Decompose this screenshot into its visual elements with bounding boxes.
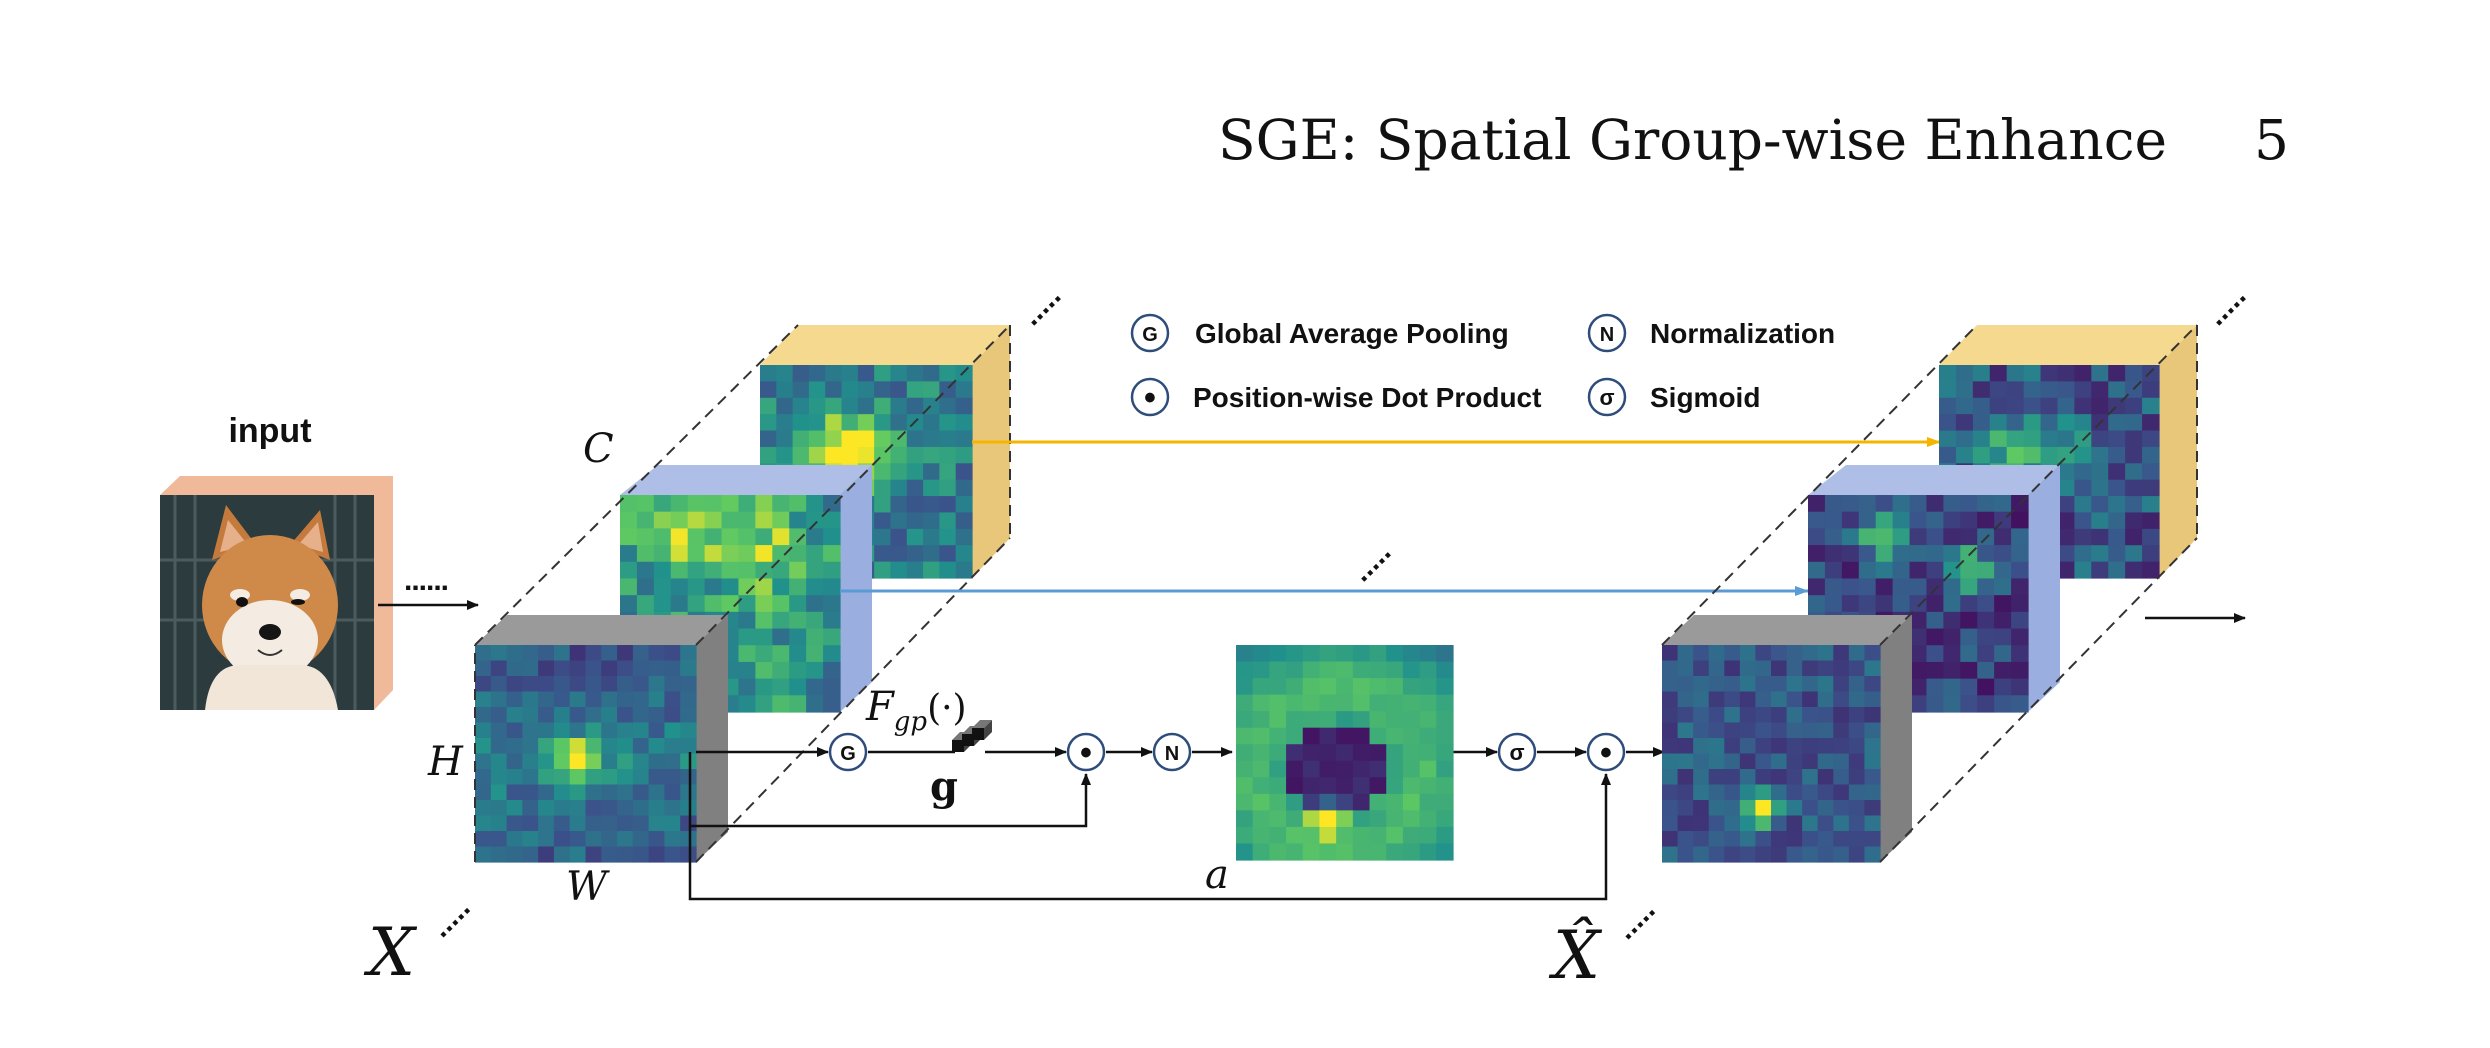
legend-symbol-n: N: [1600, 324, 1614, 346]
dog-illustration: [160, 495, 374, 710]
mid-group-side: [840, 465, 872, 712]
back-group-top: [760, 325, 1010, 365]
attention-map: [1236, 645, 1454, 861]
front-group-top: [475, 615, 728, 645]
back-group-side: [972, 325, 1010, 578]
out-top-right-ellipsis: .....: [2199, 279, 2252, 332]
mid-group-top: [620, 465, 872, 495]
svg-text:•: •: [1600, 734, 1612, 772]
output-tensor-symbol: X̂: [1548, 917, 1603, 994]
pooled-vector-cubes: [952, 720, 992, 752]
top-right-ellipsis: .....: [1014, 279, 1067, 332]
dim-h-label: H: [427, 739, 464, 785]
legend-label-dot: Position-wise Dot Product: [1193, 382, 1541, 413]
input-feature-tensor: ..... C H W X .....: [363, 279, 1067, 991]
legend-symbol-dot: •: [1144, 379, 1156, 417]
legend: G Global Average Pooling N Normalization…: [1130, 313, 1835, 417]
legend-item-sigmoid: σ Sigmoid: [1587, 377, 1760, 417]
legend-item-norm: N Normalization: [1587, 313, 1835, 353]
svg-text:N: N: [1165, 743, 1179, 765]
dim-c-label: C: [583, 426, 614, 472]
out-tensor-outline-dashed: [1661, 324, 2198, 863]
input-label: input: [228, 412, 311, 450]
output-feature-tensor: ..... X̂ .....: [1548, 279, 2252, 994]
pooling-function-label: Fgp(·): [865, 684, 967, 737]
out-front-group-top: [1662, 615, 1912, 645]
bottom-left-ellipsis: .....: [424, 891, 477, 944]
running-header-title: SGE: Spatial Group-wise Enhance: [1218, 108, 2168, 172]
page-number: 5: [2254, 108, 2289, 172]
node-sigmoid: σ: [1497, 732, 1537, 772]
legend-label-sigmoid: Sigmoid: [1650, 382, 1760, 413]
legend-symbol-g: G: [1142, 324, 1158, 346]
out-back-group-side: [2159, 325, 2197, 578]
legend-label-norm: Normalization: [1650, 318, 1835, 349]
legend-item-gap: G Global Average Pooling: [1130, 313, 1509, 353]
legend-label-gap: Global Average Pooling: [1195, 318, 1509, 349]
input-image: input .....: [160, 412, 479, 710]
out-back-group-top: [1939, 325, 2197, 365]
input-ellipsis: ......: [404, 564, 448, 597]
svg-text:•: •: [1080, 734, 1092, 772]
middle-ellipsis: .....: [1345, 535, 1398, 588]
node-dot-product-1: •: [1066, 732, 1106, 772]
tensor-outline-dashed: [474, 324, 1011, 863]
svg-text:G: G: [840, 743, 856, 765]
legend-item-dot: • Position-wise Dot Product: [1130, 377, 1541, 417]
svg-text:σ: σ: [1509, 740, 1524, 765]
skip-connection-dot1: [688, 752, 1091, 828]
out-mid-group-top: [1808, 465, 2060, 495]
output-map-front-group: [1662, 645, 1881, 863]
pooled-vector-label: g: [930, 763, 958, 810]
input-tensor-symbol: X: [363, 914, 418, 991]
node-global-average-pooling: G: [828, 732, 868, 772]
attention-symbol: a: [1205, 852, 1229, 898]
out-mid-group-side: [2028, 465, 2060, 712]
node-normalization: N: [1152, 732, 1192, 772]
out-bottom-left-ellipsis: .....: [1609, 893, 1662, 946]
front-group-side: [696, 615, 728, 862]
dim-w-label: W: [566, 864, 610, 910]
skip-connection-dot2: [688, 773, 1611, 901]
legend-symbol-sigma: σ: [1599, 385, 1614, 410]
sge-pipeline: ..... G: [688, 437, 1941, 901]
out-front-group-side: [1880, 615, 1912, 862]
node-dot-product-2: •: [1586, 732, 1626, 772]
feature-map-front-group: [475, 645, 697, 863]
